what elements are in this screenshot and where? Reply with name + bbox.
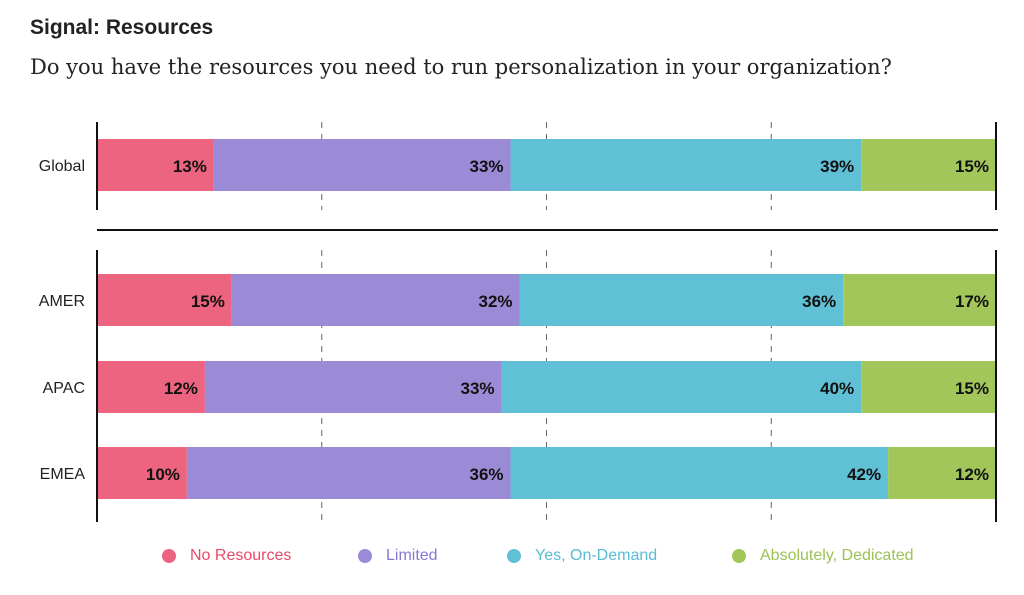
bar-segment (519, 274, 844, 326)
bar-segment (213, 139, 511, 191)
bar-segment (843, 274, 996, 326)
legend-dot-icon (358, 549, 372, 563)
bar-segment (501, 361, 862, 413)
bar-segment (861, 361, 996, 413)
data-label: 36% (470, 465, 504, 484)
data-label: 17% (955, 292, 989, 311)
bar-segment (97, 139, 214, 191)
bar-segment (510, 139, 862, 191)
data-label: 15% (955, 379, 989, 398)
data-label: 39% (820, 157, 854, 176)
data-label: 36% (802, 292, 836, 311)
bar-segment (231, 274, 520, 326)
legend-label: Yes, On-Demand (535, 547, 658, 564)
bar-segment (888, 447, 996, 499)
data-label: 12% (164, 379, 198, 398)
data-label: 10% (146, 465, 180, 484)
bar-segment (186, 447, 511, 499)
legend-item: Absolutely, Dedicated (732, 547, 914, 565)
data-label: 33% (470, 157, 504, 176)
legend-item: Limited (358, 547, 438, 565)
bar-segment (204, 361, 502, 413)
chart-title: Signal: Resources (30, 16, 214, 39)
category-label: EMEA (40, 466, 86, 483)
bar-segment (97, 361, 205, 413)
data-label: 33% (461, 379, 495, 398)
legend-dot-icon (507, 549, 521, 563)
data-label: 42% (847, 465, 881, 484)
data-label: 32% (478, 292, 512, 311)
data-label: 15% (955, 157, 989, 176)
category-label: Global (39, 158, 85, 175)
chart-subtitle: Do you have the resources you need to ru… (30, 55, 892, 79)
legend-label: Absolutely, Dedicated (760, 547, 914, 564)
data-label: 13% (173, 157, 207, 176)
data-label: 40% (820, 379, 854, 398)
legend-item: Yes, On-Demand (507, 547, 657, 565)
category-label: AMER (39, 293, 85, 310)
bar-segment (861, 139, 996, 191)
bar-segment (510, 447, 889, 499)
legend-dot-icon (162, 549, 176, 563)
legend-dot-icon (732, 549, 746, 563)
legend-label: No Resources (190, 547, 292, 564)
category-label: APAC (43, 380, 85, 397)
bar-segment (97, 274, 232, 326)
legend-label: Limited (386, 547, 438, 564)
data-label: 15% (191, 292, 225, 311)
bar-segment (97, 447, 187, 499)
data-label: 12% (955, 465, 989, 484)
legend-item: No Resources (162, 547, 291, 565)
